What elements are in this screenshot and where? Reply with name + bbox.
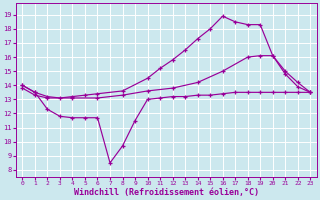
- X-axis label: Windchill (Refroidissement éolien,°C): Windchill (Refroidissement éolien,°C): [74, 188, 259, 197]
